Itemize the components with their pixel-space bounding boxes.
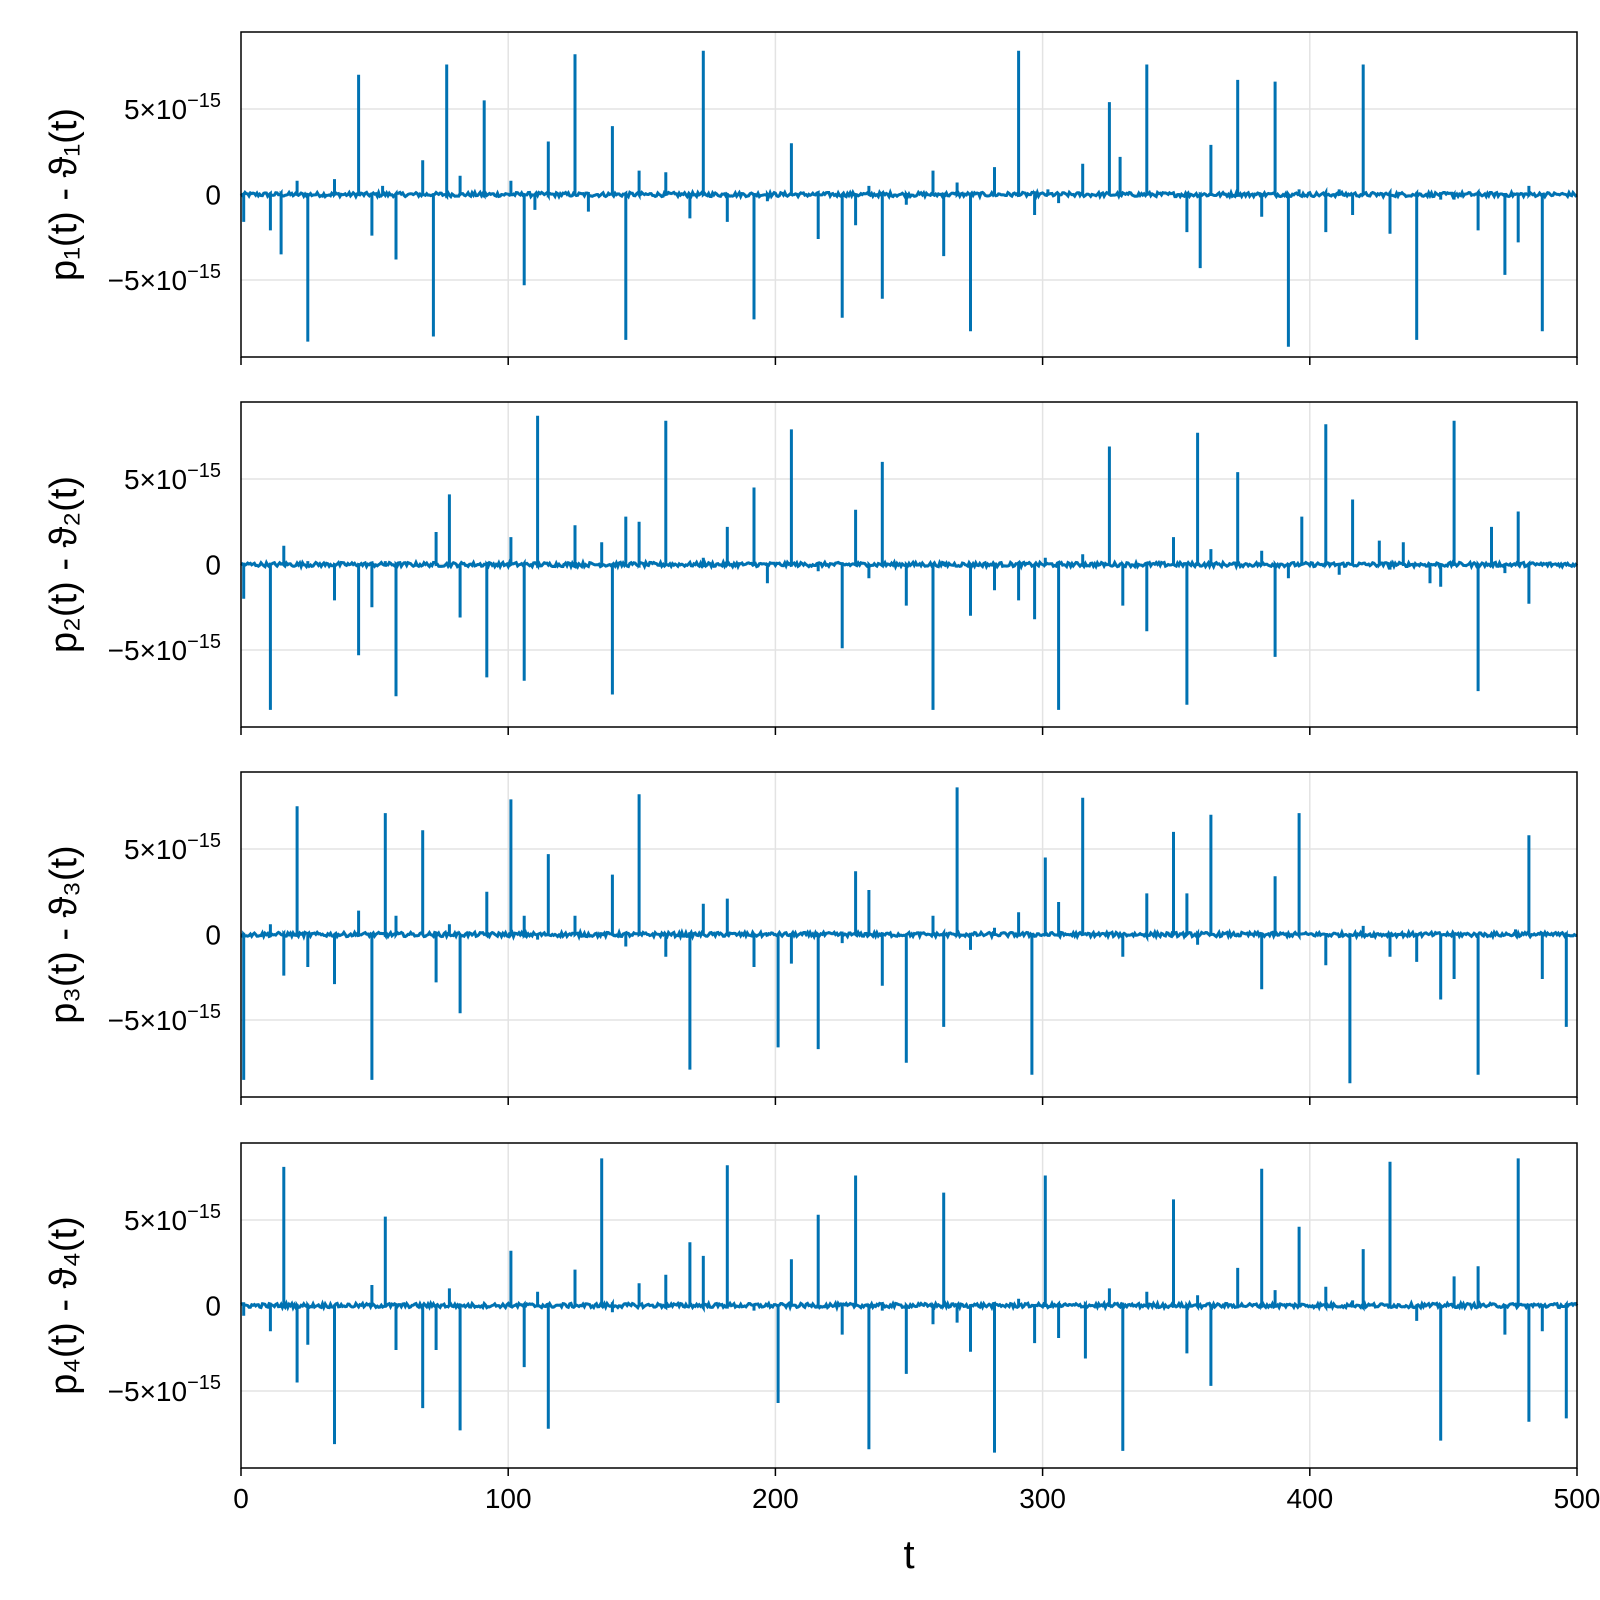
y-axis-title-part: (t) - ϑ [43, 1267, 85, 1358]
x-tick-label-4: 400 [1286, 1483, 1333, 1514]
y-axis-title-part: ₁ [43, 247, 85, 260]
x-axis-title: t [903, 1533, 914, 1577]
x-tick-label-1: 100 [485, 1483, 532, 1514]
y-axis-title-part: (t) - ϑ [43, 156, 85, 247]
x-tick-label-2: 200 [752, 1483, 799, 1514]
plot-frame [240, 401, 1578, 728]
y-tick-exponent: −15 [187, 261, 221, 283]
y-axis-title-part: (t) - ϑ [43, 896, 85, 987]
y-tick-mantissa: −5×10 [108, 635, 187, 666]
y-tick-label-2: −5×10−15 [108, 261, 221, 296]
y-tick-label-1: 0 [205, 180, 221, 211]
series-line-1 [240, 415, 1579, 710]
y-axis-title-part: ₂ [43, 617, 85, 632]
y-axis-title-part: p [43, 1003, 85, 1024]
y-tick-exponent: −15 [187, 1001, 221, 1023]
y-tick-mantissa: 0 [205, 920, 221, 951]
y-tick-mantissa: 0 [205, 550, 221, 581]
y-tick-label-0: 5×10−15 [124, 1201, 221, 1236]
y-axis-title-part: (t) - ϑ [43, 526, 85, 617]
y-axis-title-part: p [43, 260, 85, 281]
y-tick-exponent: −15 [187, 460, 221, 482]
y-axis-title-2: p₂(t) - ϑ₂(t) [43, 476, 85, 653]
y-axis-title-part: ₄ [43, 1358, 85, 1374]
x-tick-label-3: 300 [1019, 1483, 1066, 1514]
y-axis-title-part: (t) [43, 476, 85, 512]
y-tick-exponent: −15 [187, 830, 221, 852]
series-line-1 [240, 1158, 1579, 1453]
x-tick-label-0: 0 [233, 1483, 249, 1514]
y-tick-mantissa: 5×10 [124, 1205, 187, 1236]
y-tick-mantissa: −5×10 [108, 265, 187, 296]
y-axis-title-part: (t) [43, 1216, 85, 1252]
y-tick-exponent: −15 [187, 1201, 221, 1223]
y-tick-mantissa: −5×10 [108, 1005, 187, 1036]
y-tick-exponent: −15 [187, 90, 221, 112]
y-tick-label-2: −5×10−15 [108, 631, 221, 666]
y-tick-label-2: −5×10−15 [108, 1372, 221, 1407]
y-axis-title-3: p₃(t) - ϑ₃(t) [43, 845, 85, 1023]
y-tick-label-0: 5×10−15 [124, 90, 221, 125]
y-axis-title-1: p₁(t) - ϑ₁(t) [43, 108, 85, 281]
x-tick-label-5: 500 [1554, 1483, 1600, 1514]
y-axis-title-part: ₁ [43, 144, 85, 157]
plot-frame [240, 771, 1578, 1098]
plot-frame [240, 1142, 1578, 1469]
y-tick-mantissa: 5×10 [124, 94, 187, 125]
y-tick-label-1: 0 [205, 550, 221, 581]
y-axis-title-part: ₄ [43, 1252, 85, 1268]
y-axis-title-4: p₄(t) - ϑ₄(t) [43, 1216, 85, 1394]
y-tick-label-0: 5×10−15 [124, 460, 221, 495]
y-tick-label-1: 0 [205, 1291, 221, 1322]
y-tick-mantissa: 0 [205, 1291, 221, 1322]
y-tick-mantissa: 0 [205, 180, 221, 211]
y-axis-title-part: (t) [43, 845, 85, 881]
y-tick-label-1: 0 [205, 920, 221, 951]
series-line-1 [240, 787, 1578, 1084]
y-tick-mantissa: 5×10 [124, 834, 187, 865]
y-tick-exponent: −15 [187, 631, 221, 653]
y-tick-label-0: 5×10−15 [124, 830, 221, 865]
y-tick-label-2: −5×10−15 [108, 1001, 221, 1036]
y-axis-title-part: ₃ [43, 987, 85, 1002]
y-tick-mantissa: 5×10 [124, 464, 187, 495]
y-tick-exponent: −15 [187, 1372, 221, 1394]
y-axis-title-part: p [43, 632, 85, 653]
plot-frame [240, 31, 1578, 358]
y-axis-title-part: ₃ [43, 881, 85, 896]
y-tick-mantissa: −5×10 [108, 1376, 187, 1407]
y-axis-title-part: ₂ [43, 512, 85, 527]
y-axis-title-part: p [43, 1374, 85, 1395]
y-axis-title-part: (t) [43, 108, 85, 144]
series-line-1 [239, 50, 1578, 347]
